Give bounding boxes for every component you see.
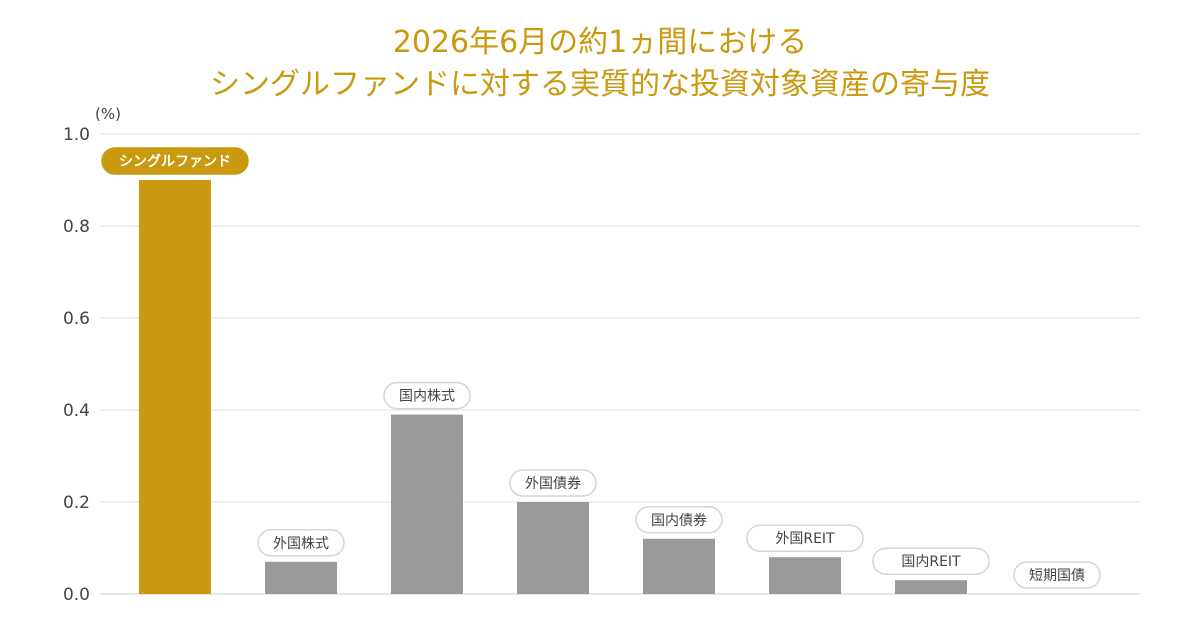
category-pill: 外国株式 [257, 529, 345, 557]
y-axis-unit-label: (%) [95, 105, 121, 123]
category-pill-bg [872, 547, 990, 575]
category-label: 国内株式 [399, 389, 455, 405]
chart-title-line-1: 2026年6月の約1ヵ間における [392, 25, 808, 60]
y-tick-label: 0.6 [63, 309, 90, 329]
bar [391, 414, 463, 594]
category-pill: 外国債券 [509, 469, 597, 497]
bar [265, 561, 337, 594]
category-label: 国内REIT [901, 554, 961, 570]
bar [643, 538, 715, 594]
category-pill-bg [383, 381, 471, 410]
category-pill: シングルファンド [101, 147, 249, 175]
category-pill-bg [101, 147, 249, 175]
y-tick-label: 0.8 [63, 217, 90, 237]
category-pill-bg [1013, 561, 1101, 589]
category-label: シングルファンド [119, 153, 231, 170]
grid-lines [100, 133, 1140, 595]
y-tick-label: 0.0 [63, 585, 90, 605]
chart-title-line-2: シングルファンドに対する実質的な投資対象資産の寄与度 [210, 67, 990, 102]
category-pill: 国内債券 [635, 506, 723, 534]
category-label: 短期国債 [1029, 568, 1085, 584]
bar [895, 580, 967, 594]
y-tick-label: 0.2 [63, 493, 90, 513]
category-pill-bg [257, 529, 345, 557]
y-tick-label: 1.0 [63, 125, 90, 145]
category-pill: 外国REIT [746, 524, 864, 552]
category-label: 外国株式 [273, 536, 329, 552]
bars [139, 180, 967, 594]
category-pill: 国内株式 [383, 381, 471, 410]
category-pill: 短期国債 [1013, 561, 1101, 589]
bar [769, 557, 841, 594]
category-pill-bg [746, 524, 864, 552]
y-tick-label: 0.4 [63, 401, 90, 421]
y-axis-ticks: 0.0 0.2 0.4 0.6 0.8 1.0 [63, 125, 90, 605]
category-pill: 国内REIT [872, 547, 990, 575]
bar [517, 502, 589, 594]
category-pill-bg [635, 506, 723, 534]
category-pill-bg [509, 469, 597, 497]
category-label: 外国債券 [525, 476, 581, 492]
bar [139, 180, 211, 594]
category-label: 外国REIT [775, 531, 835, 547]
category-label: 国内債券 [651, 513, 707, 529]
chart-title: 2026年6月の約1ヵ間における シングルファンドに対する実質的な投資対象資産の… [0, 22, 1200, 106]
